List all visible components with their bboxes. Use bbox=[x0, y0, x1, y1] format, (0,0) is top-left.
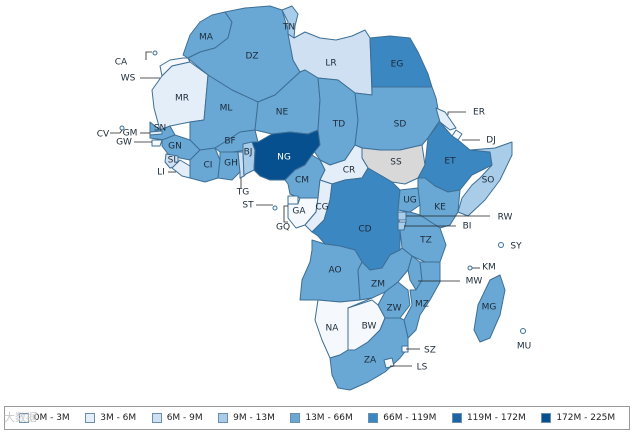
country-so[interactable] bbox=[457, 141, 513, 217]
legend-item[interactable]: 6M - 9M bbox=[151, 413, 203, 423]
country-eg[interactable] bbox=[369, 35, 433, 88]
legend-swatch bbox=[85, 413, 96, 423]
legend-swatch bbox=[451, 413, 462, 423]
watermark: 大数据 bbox=[4, 411, 37, 424]
country-gh[interactable] bbox=[217, 151, 241, 181]
country-mr[interactable] bbox=[151, 61, 209, 131]
legend-label: 9M - 13M bbox=[233, 413, 275, 423]
legend-swatch bbox=[290, 413, 301, 423]
legend-label: 3M - 6M bbox=[100, 413, 137, 423]
legend-swatch bbox=[368, 413, 379, 423]
country-cv[interactable] bbox=[119, 125, 125, 131]
legend-swatch bbox=[541, 413, 552, 423]
country-gm[interactable] bbox=[149, 130, 163, 136]
legend-item[interactable]: 66M - 119M bbox=[368, 413, 436, 423]
leader-cv bbox=[110, 129, 123, 134]
country-tn[interactable] bbox=[281, 5, 299, 39]
leader-er bbox=[447, 111, 466, 115]
legend-item[interactable]: 172M - 225M bbox=[541, 413, 615, 423]
country-gq[interactable] bbox=[287, 195, 299, 205]
legend-label: 6M - 9M bbox=[166, 413, 203, 423]
legend-swatch bbox=[18, 413, 29, 423]
legend-label: 119M - 172M bbox=[466, 413, 526, 423]
legend-label: 172M - 225M bbox=[556, 413, 616, 423]
country-ug[interactable] bbox=[397, 187, 421, 213]
country-st[interactable] bbox=[272, 205, 278, 211]
country-ke[interactable] bbox=[417, 177, 461, 229]
country-ca[interactable] bbox=[152, 50, 158, 56]
leader-gq bbox=[283, 205, 288, 223]
country-er[interactable] bbox=[435, 107, 457, 131]
country-ao[interactable] bbox=[299, 239, 363, 303]
country-gw[interactable] bbox=[151, 139, 163, 147]
legend-item[interactable]: 0M - 3M bbox=[18, 413, 70, 423]
legend-label: 0M - 3M bbox=[33, 413, 70, 423]
country-ls[interactable] bbox=[383, 357, 395, 369]
legend-item[interactable]: 9M - 13M bbox=[218, 413, 275, 423]
legend-swatch bbox=[218, 413, 229, 423]
country-rw[interactable] bbox=[397, 211, 407, 221]
map-legend: 0M - 3M 3M - 6M 6M - 9M 9M - 13M 13M - 66M 66… bbox=[4, 406, 630, 430]
country-sz[interactable] bbox=[401, 345, 409, 353]
leader-ca bbox=[145, 51, 152, 60]
country-km[interactable] bbox=[467, 265, 473, 271]
legend-label: 13M - 66M bbox=[305, 413, 353, 423]
country-mg[interactable] bbox=[473, 274, 506, 343]
country-za[interactable] bbox=[329, 317, 409, 391]
legend-item[interactable]: 13M - 66M bbox=[290, 413, 353, 423]
country-sy[interactable] bbox=[498, 242, 504, 248]
africa-choropleth-map bbox=[110, 5, 526, 391]
country-mu[interactable] bbox=[520, 328, 526, 334]
legend-item[interactable]: 3M - 6M bbox=[85, 413, 136, 423]
country-bj[interactable] bbox=[242, 141, 256, 177]
legend-label: 66M - 119M bbox=[383, 413, 437, 423]
country-tg[interactable] bbox=[237, 151, 245, 179]
legend-item[interactable]: 119M - 172M bbox=[451, 413, 526, 423]
legend-swatch bbox=[151, 413, 162, 423]
